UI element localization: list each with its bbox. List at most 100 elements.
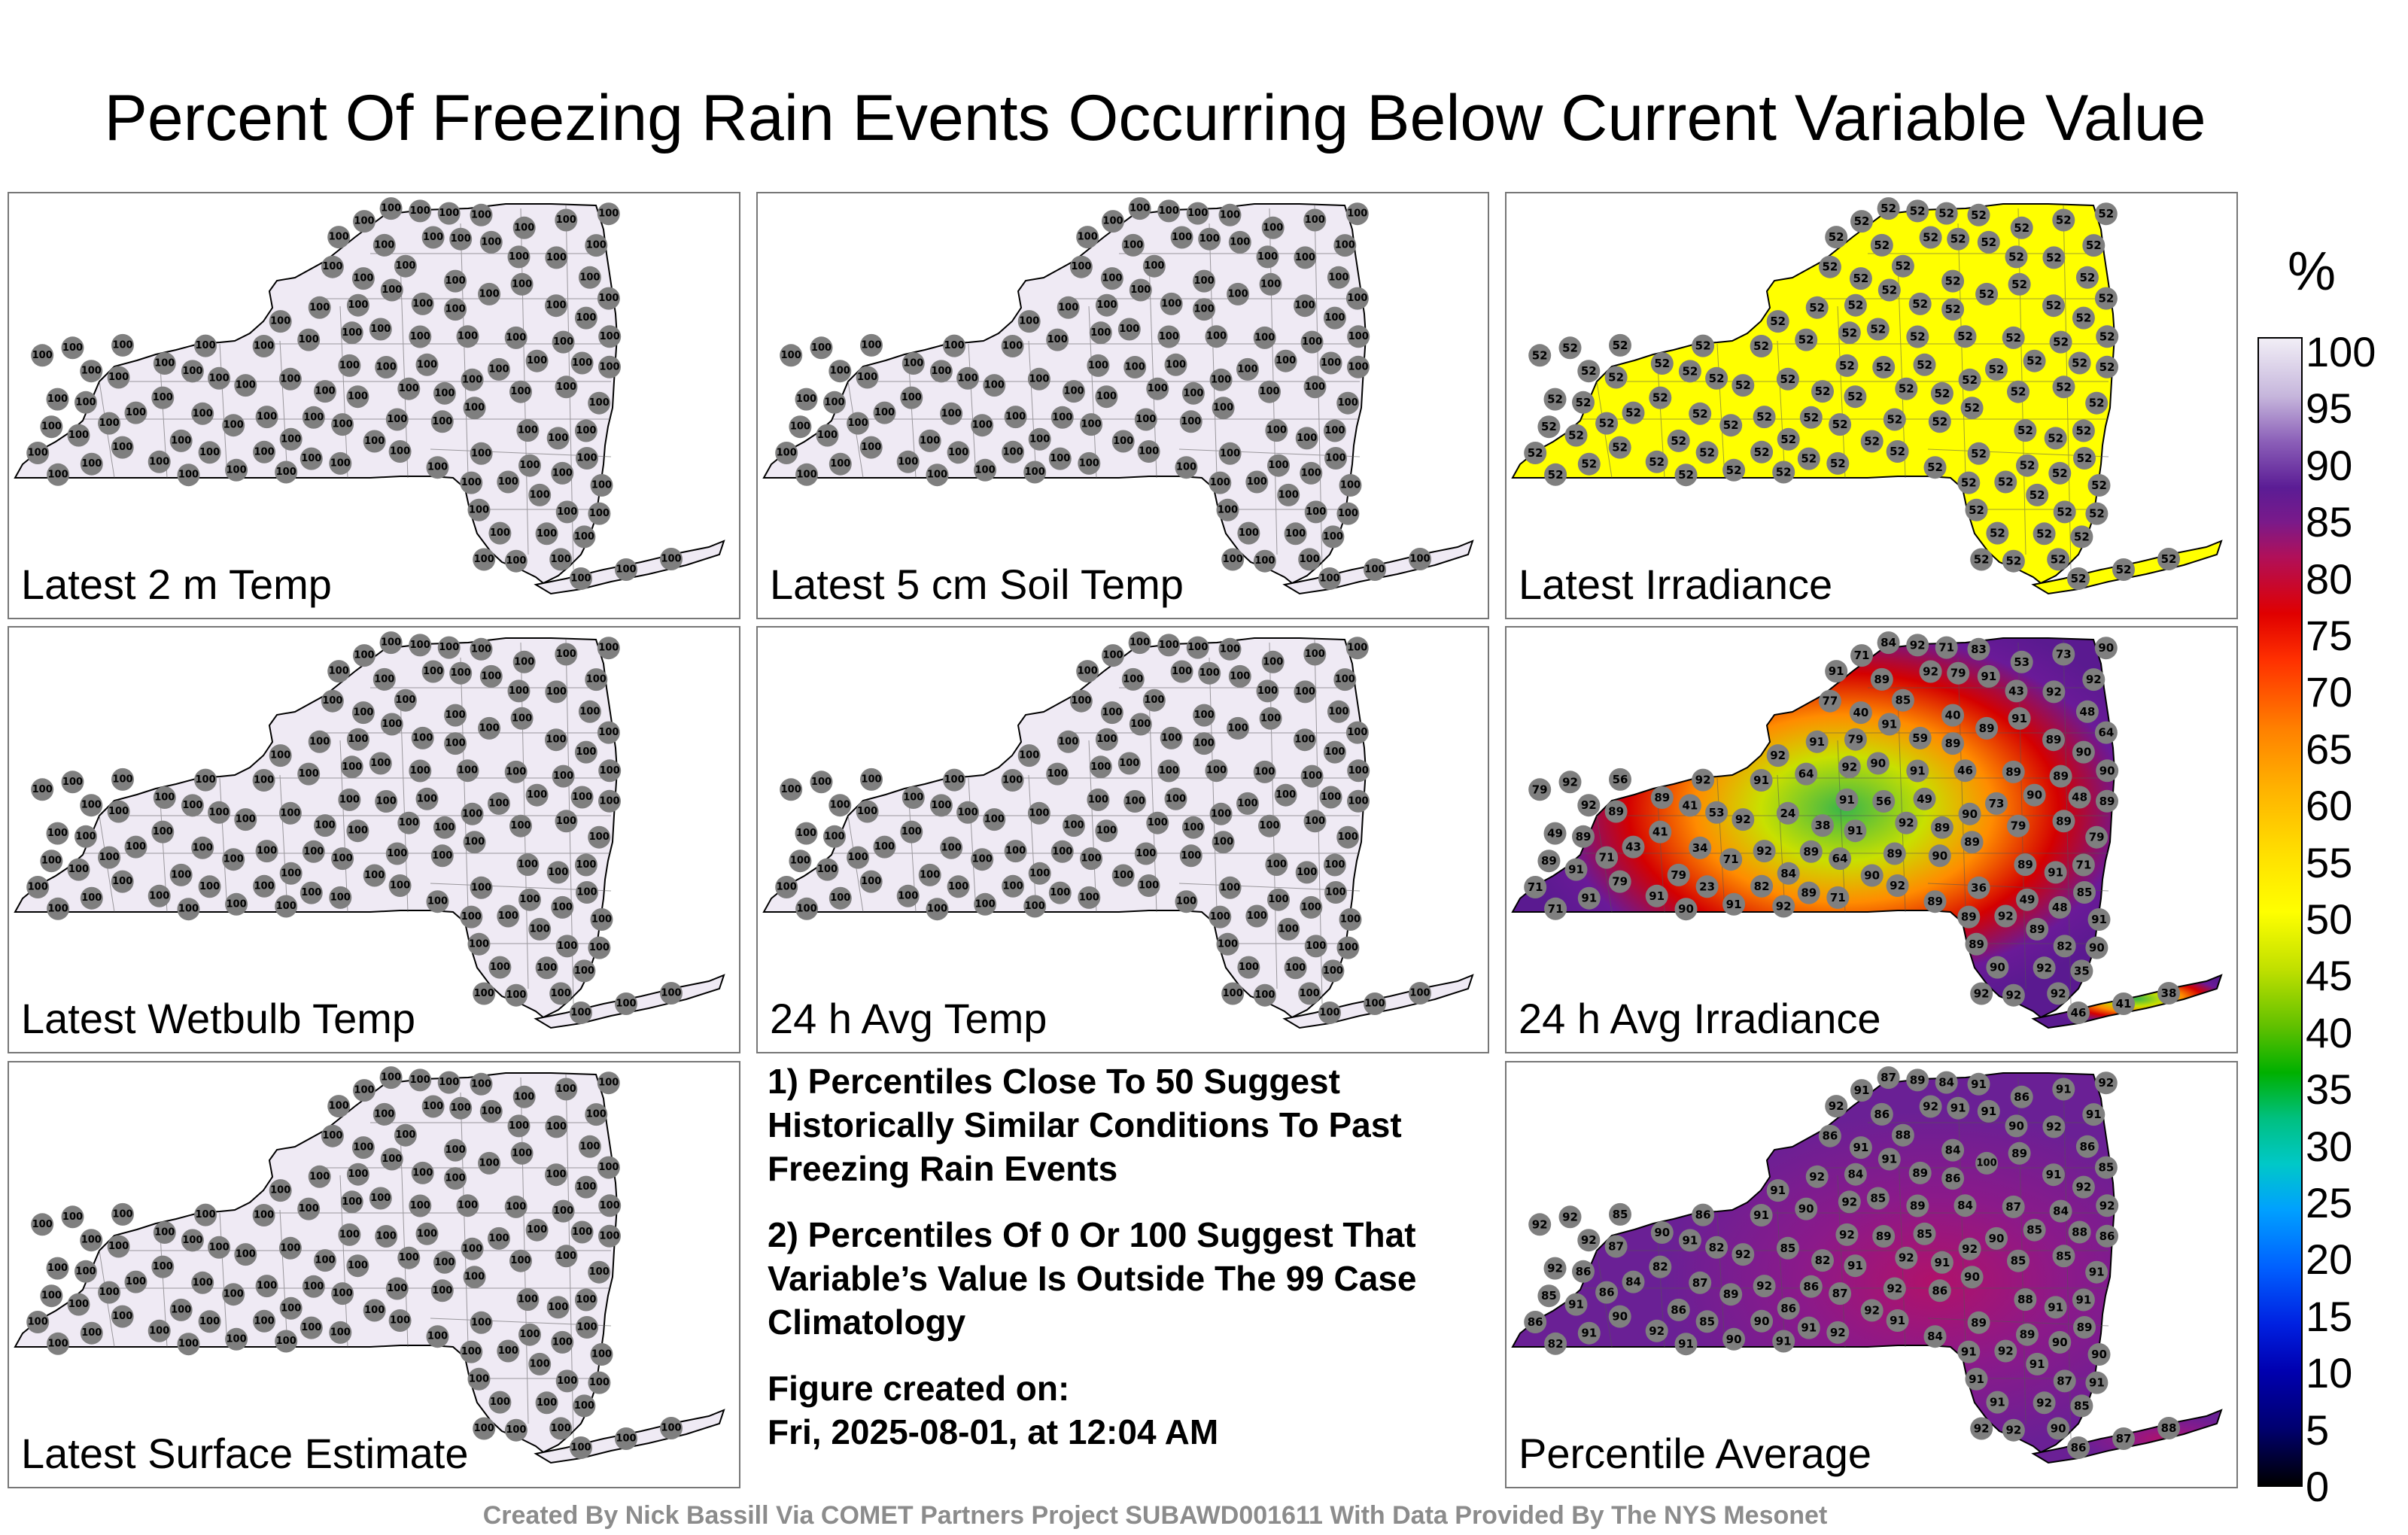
svg-text:71: 71 <box>1938 641 1954 655</box>
station-marker: 52 <box>1558 336 1582 360</box>
station-marker: 100 <box>426 456 449 479</box>
station-marker: 100 <box>1294 728 1316 752</box>
svg-text:100: 100 <box>589 508 610 519</box>
station-marker: 52 <box>1544 463 1567 486</box>
station-marker: 91 <box>1965 1367 1988 1391</box>
svg-text:100: 100 <box>348 1260 368 1272</box>
map-panel: 100 100 100 100 100 100 100 100 100 100 … <box>8 626 740 1053</box>
station-marker: 100 <box>329 886 352 909</box>
svg-text:52: 52 <box>1934 387 1950 400</box>
station-marker: 89 <box>1908 1161 1932 1184</box>
station-marker: 100 <box>1409 982 1431 1005</box>
station-marker: 100 <box>98 412 121 435</box>
station-marker: 100 <box>588 1260 611 1284</box>
svg-text:52: 52 <box>1801 452 1817 466</box>
svg-text:100: 100 <box>931 366 951 377</box>
station-marker: 100 <box>660 982 683 1005</box>
svg-text:49: 49 <box>1917 792 1932 806</box>
svg-text:100: 100 <box>376 362 397 373</box>
station-marker: 100 <box>1364 558 1386 581</box>
svg-text:89: 89 <box>1576 830 1592 843</box>
svg-text:100: 100 <box>1254 989 1275 1001</box>
station-marker: 56 <box>1872 790 1896 813</box>
svg-text:100: 100 <box>471 643 491 655</box>
station-marker: 52 <box>1795 328 1818 351</box>
svg-text:100: 100 <box>1324 425 1345 436</box>
station-marker: 100 <box>943 334 966 357</box>
station-marker: 100 <box>1017 310 1041 333</box>
svg-text:100: 100 <box>1159 205 1179 217</box>
svg-text:100: 100 <box>927 470 947 481</box>
station-marker: 86 <box>1870 1102 1893 1126</box>
station-marker: 100 <box>111 333 134 357</box>
svg-text:100: 100 <box>1230 670 1250 682</box>
station-marker: 46 <box>2067 1002 2090 1024</box>
svg-text:92: 92 <box>2005 989 2021 1002</box>
svg-text:52: 52 <box>1961 476 1977 490</box>
svg-text:90: 90 <box>1870 757 1886 771</box>
svg-text:100: 100 <box>600 331 620 342</box>
svg-text:100: 100 <box>861 442 881 453</box>
station-marker: 100 <box>1001 335 1024 357</box>
svg-text:100: 100 <box>589 397 610 409</box>
station-marker: 52 <box>1609 333 1631 357</box>
svg-text:100: 100 <box>797 903 817 914</box>
svg-text:52: 52 <box>2091 479 2107 492</box>
svg-text:91: 91 <box>1881 718 1897 731</box>
ny-map: 92 92 92 92 91 92 91 92 86 92 92 91 91 9… <box>1511 1066 2223 1464</box>
svg-text:100: 100 <box>1029 868 1050 879</box>
station-marker: 100 <box>570 1220 594 1244</box>
svg-text:100: 100 <box>1125 796 1145 807</box>
svg-text:82: 82 <box>1652 1260 1668 1274</box>
station-marker: 100 <box>421 1095 445 1118</box>
svg-text:100: 100 <box>537 528 557 540</box>
svg-text:52: 52 <box>1880 202 1896 215</box>
svg-text:86: 86 <box>1599 1286 1615 1299</box>
station-marker: 92 <box>1895 811 1918 834</box>
svg-text:100: 100 <box>1211 808 1231 819</box>
svg-text:79: 79 <box>1671 868 1686 882</box>
svg-text:100: 100 <box>557 941 577 952</box>
station-marker: 100 <box>297 762 321 786</box>
svg-text:100: 100 <box>556 381 576 393</box>
station-marker: 100 <box>1300 895 1323 919</box>
svg-text:52: 52 <box>2005 555 2021 568</box>
svg-text:100: 100 <box>1294 300 1315 312</box>
svg-text:100: 100 <box>1019 316 1039 327</box>
station-marker: 92 <box>1753 1275 1776 1298</box>
svg-text:100: 100 <box>354 1085 374 1096</box>
svg-text:100: 100 <box>958 807 978 818</box>
svg-text:100: 100 <box>958 372 978 384</box>
svg-text:86: 86 <box>2099 1230 2115 1243</box>
svg-text:52: 52 <box>1887 413 1902 427</box>
svg-text:92: 92 <box>2046 1120 2062 1133</box>
station-marker: 38 <box>1811 814 1834 837</box>
svg-text:100: 100 <box>1187 208 1208 219</box>
svg-text:86: 86 <box>1945 1172 1961 1185</box>
svg-text:100: 100 <box>315 1255 335 1266</box>
station-marker: 100 <box>302 840 325 863</box>
station-marker: 52 <box>1970 548 1993 571</box>
station-marker: 100 <box>191 836 214 859</box>
svg-text:100: 100 <box>1199 233 1220 245</box>
svg-text:100: 100 <box>1213 403 1233 414</box>
station-marker: 82 <box>1649 1255 1672 1278</box>
svg-text:89: 89 <box>2077 1321 2093 1334</box>
svg-text:100: 100 <box>423 1101 443 1112</box>
station-marker: 52 <box>2002 549 2025 573</box>
svg-text:91: 91 <box>2086 1108 2102 1121</box>
svg-text:100: 100 <box>236 380 256 391</box>
svg-text:100: 100 <box>417 793 437 804</box>
svg-text:92: 92 <box>1841 760 1857 774</box>
station-marker: 52 <box>1524 442 1547 464</box>
station-marker: 52 <box>2044 427 2067 450</box>
station-marker: 89 <box>1960 831 1984 854</box>
station-marker: 100 <box>460 471 483 494</box>
station-marker: 86 <box>1595 1281 1619 1304</box>
station-marker: 92 <box>2042 680 2066 704</box>
station-marker: 100 <box>1256 245 1279 269</box>
station-marker: 100 <box>433 381 456 405</box>
svg-text:100: 100 <box>556 214 576 226</box>
station-marker: 100 <box>380 713 403 736</box>
svg-text:100: 100 <box>471 1317 491 1328</box>
